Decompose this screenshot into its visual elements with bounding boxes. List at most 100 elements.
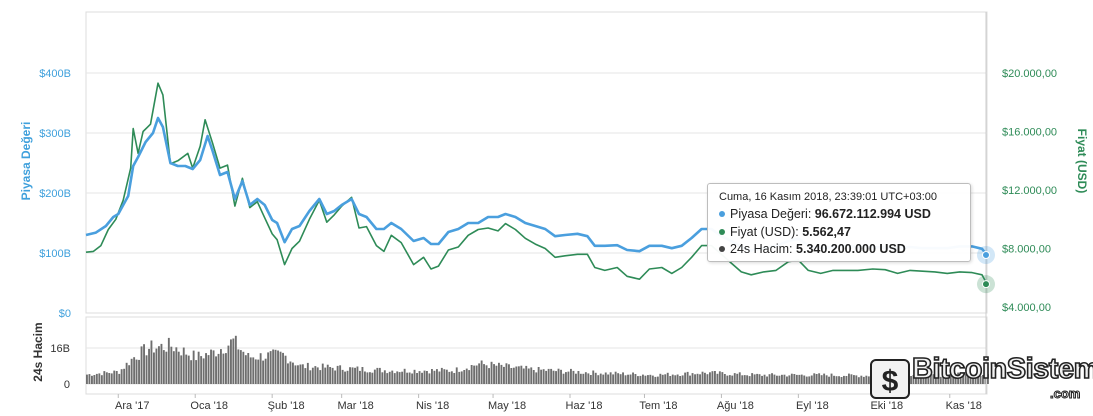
volume-bar [468,370,471,384]
volume-bar [927,373,930,384]
volume-bar [334,370,337,384]
volume-bar [949,374,952,384]
volume-bar [292,362,294,384]
hover-markers [977,12,995,394]
volume-bar [473,365,476,384]
tooltip-label: 24s Hacim: [730,242,793,256]
volume-bar [957,372,960,384]
volume-bar [411,373,414,384]
volume-bar [647,375,649,384]
volume-bar [222,353,225,384]
volume-bar [833,375,835,384]
x-tick-label: Kas '18 [946,400,982,412]
volume-bar [629,374,632,384]
volume-bar [977,374,979,384]
right-tick-label: $12.000,00 [1002,185,1057,197]
volume-bar [440,367,443,384]
volume-bar [656,376,659,384]
volume-bar [483,364,485,384]
volume-bar [972,375,974,384]
volume-bar [386,373,389,384]
volume-bar [771,373,773,384]
volume-bar [917,374,920,384]
volume-bar [808,376,811,384]
volume-bar [848,373,850,384]
volume-bar [403,368,406,384]
volume-bar [987,372,989,384]
volume-bar [336,365,339,384]
volume-bar [478,363,481,384]
volume-bar [728,375,731,384]
volume-bar [527,368,530,384]
volume-bar [207,355,210,384]
x-tick-label: Mar '18 [337,400,373,412]
volume-bar [175,347,178,384]
volume-bar [910,376,912,384]
volume-bar [433,370,436,384]
volume-bar [460,371,463,384]
volume-bar [768,374,771,384]
volume-bar [714,371,716,384]
volume-bar [426,371,428,384]
volume-bar [267,352,270,384]
volume-bar [813,373,816,384]
volume-bar [237,349,240,384]
volume-bar [746,375,749,384]
volume-bar [495,365,498,384]
volume-bar [781,374,783,384]
volume-bar [135,359,138,384]
volume-bar [741,375,744,384]
x-tick-label: May '18 [488,400,526,412]
volume-bar [589,375,592,384]
volume-bar [279,351,282,384]
x-tick-label: Oca '18 [190,400,228,412]
volume-bar [964,373,967,384]
volume-bar [351,367,354,384]
volume-bar [731,375,734,384]
volume-tick-label: 16B [50,343,70,355]
volume-bar [272,349,275,384]
volume-bar [736,373,739,384]
volume-bar [393,373,396,384]
volume-bar [763,374,766,384]
volume-bar [162,350,165,384]
volume-bar [212,350,215,384]
volume-bar [706,374,709,384]
volume-dot-icon [719,246,725,252]
volume-bar [582,373,585,384]
x-axis-ticks: Ara '17 Oca '18 Şub '18 Mar '18 Nis '18 May '… [115,394,982,412]
volume-bar [210,349,212,384]
volume-bar [341,369,344,384]
volume-bar [984,372,987,384]
volume-bar [301,364,304,384]
volume-bar [920,376,922,384]
right-tick-label: $4.000,00 [1002,302,1051,314]
volume-bar [622,372,624,384]
volume-bar [485,365,488,384]
volume-bar [113,370,116,384]
volume-bar [686,371,689,384]
volume-bar [671,374,674,384]
x-tick-label: Nis '18 [416,400,449,412]
volume-bar [552,370,555,384]
volume-bar [339,365,342,384]
volume-bar [98,373,101,384]
volume-bar [364,371,366,384]
volume-bar [838,376,840,384]
volume-bar [182,347,185,384]
volume-bar [709,372,711,384]
volume-bar [634,374,637,384]
left-tick-label: $400B [39,68,71,80]
volume-bar [761,375,763,384]
watermark: $ BitcoinSistemi .com [868,350,1093,406]
volume-bar [654,376,657,384]
left-tick-label: $0 [59,308,71,320]
volume-bar [545,370,548,384]
volume-bar [480,360,483,384]
x-tick-label: Tem '18 [639,400,677,412]
volume-bar [637,376,639,384]
volume-bar [406,372,409,384]
volume-bar [786,376,788,384]
volume-bar [535,372,538,384]
